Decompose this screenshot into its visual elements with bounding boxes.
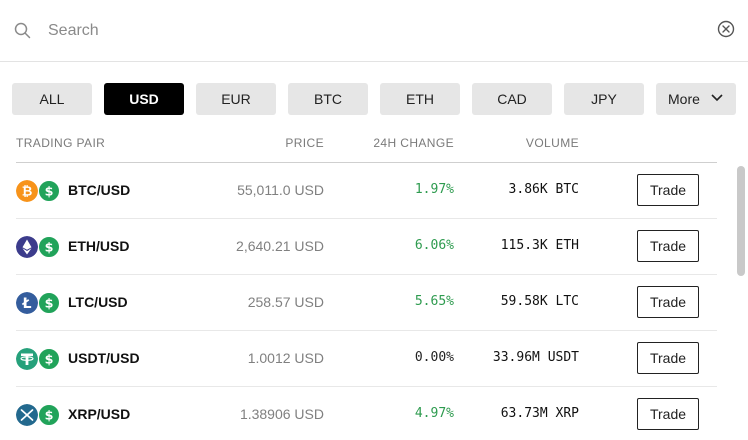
price-value: 1.38906 USD xyxy=(239,406,324,422)
volume-value: 63.73M XRP xyxy=(500,406,579,421)
table-row[interactable]: Ł $ LTC/USD 258.57 USD 5.65% 59.58K LTC … xyxy=(16,275,717,331)
column-header-trading-pair[interactable]: TRADING PAIR xyxy=(16,136,106,150)
row-divider xyxy=(16,330,717,331)
trading-pair-name: USDT/USD xyxy=(68,350,140,366)
svg-text:₿: ₿ xyxy=(22,185,33,200)
trading-pair-name: ETH/USD xyxy=(68,238,130,254)
trade-button[interactable]: Trade xyxy=(637,286,699,318)
trade-button[interactable]: Trade xyxy=(637,230,699,262)
trade-button[interactable]: Trade xyxy=(637,174,699,206)
table-row[interactable]: $ XRP/USD 1.38906 USD 4.97% 63.73M XRP T… xyxy=(16,387,717,440)
column-header-price[interactable]: PRICE xyxy=(285,136,324,150)
svg-text:$: $ xyxy=(45,408,54,423)
svg-text:$: $ xyxy=(45,184,54,199)
filter-chip-jpy[interactable]: JPY xyxy=(564,83,644,115)
ethereum-icon xyxy=(16,236,38,258)
row-divider xyxy=(16,386,717,387)
filter-chip-eth[interactable]: ETH xyxy=(380,83,460,115)
clear-search-icon[interactable] xyxy=(717,20,735,38)
filter-chip-all[interactable]: ALL xyxy=(12,83,92,115)
trade-button[interactable]: Trade xyxy=(637,398,699,430)
filter-chip-usd[interactable]: USD xyxy=(104,83,184,115)
svg-text:Ł: Ł xyxy=(22,296,32,312)
change-value: 6.06% xyxy=(414,238,454,253)
filter-chip-cad[interactable]: CAD xyxy=(472,83,552,115)
search-input[interactable] xyxy=(48,18,688,44)
volume-value: 33.96M USDT xyxy=(492,350,579,365)
more-filters-label: More xyxy=(668,91,700,107)
usd-icon: $ xyxy=(38,292,60,314)
table-row[interactable]: $ USDT/USD 1.0012 USD 0.00% 33.96M USDT … xyxy=(16,331,717,387)
row-divider xyxy=(16,274,717,275)
change-value: 0.00% xyxy=(414,350,454,365)
trading-pair-name: BTC/USD xyxy=(68,182,131,198)
table-row[interactable]: ₿ $ BTC/USD 55,011.0 USD 1.97% 3.86K BTC… xyxy=(16,163,717,219)
scrollbar-thumb[interactable] xyxy=(737,166,745,276)
svg-text:$: $ xyxy=(45,352,54,367)
search-bar xyxy=(0,0,748,62)
volume-value: 115.3K ETH xyxy=(500,238,579,253)
trading-pair-name: LTC/USD xyxy=(68,294,128,310)
svg-text:$: $ xyxy=(45,296,54,311)
column-header-24h-change[interactable]: 24H CHANGE xyxy=(373,136,454,150)
price-value: 2,640.21 USD xyxy=(236,238,324,254)
price-value: 258.57 USD xyxy=(247,294,324,310)
usd-icon: $ xyxy=(38,236,60,258)
svg-text:$: $ xyxy=(45,240,54,255)
table-row[interactable]: $ ETH/USD 2,640.21 USD 6.06% 115.3K ETH … xyxy=(16,219,717,275)
filter-chip-btc[interactable]: BTC xyxy=(288,83,368,115)
tether-icon xyxy=(16,348,38,370)
column-header-volume[interactable]: VOLUME xyxy=(525,136,579,150)
search-icon xyxy=(14,22,31,39)
usd-icon: $ xyxy=(38,348,60,370)
change-value: 5.65% xyxy=(414,294,454,309)
volume-value: 3.86K BTC xyxy=(508,182,579,197)
row-divider xyxy=(16,218,717,219)
litecoin-icon: Ł xyxy=(16,292,38,314)
change-value: 4.97% xyxy=(414,406,454,421)
filter-chip-eur[interactable]: EUR xyxy=(196,83,276,115)
usd-icon: $ xyxy=(38,180,60,202)
price-value: 55,011.0 USD xyxy=(237,182,324,198)
more-filters-button[interactable]: More xyxy=(656,83,736,115)
price-value: 1.0012 USD xyxy=(247,350,324,366)
chevron-down-icon xyxy=(711,94,723,102)
change-value: 1.97% xyxy=(414,182,454,197)
xrp-icon xyxy=(16,404,38,426)
bitcoin-icon: ₿ xyxy=(16,180,38,202)
trade-button[interactable]: Trade xyxy=(637,342,699,374)
volume-value: 59.58K LTC xyxy=(500,294,579,309)
trading-pair-name: XRP/USD xyxy=(68,406,131,422)
header-divider xyxy=(16,162,717,163)
usd-icon: $ xyxy=(38,404,60,426)
